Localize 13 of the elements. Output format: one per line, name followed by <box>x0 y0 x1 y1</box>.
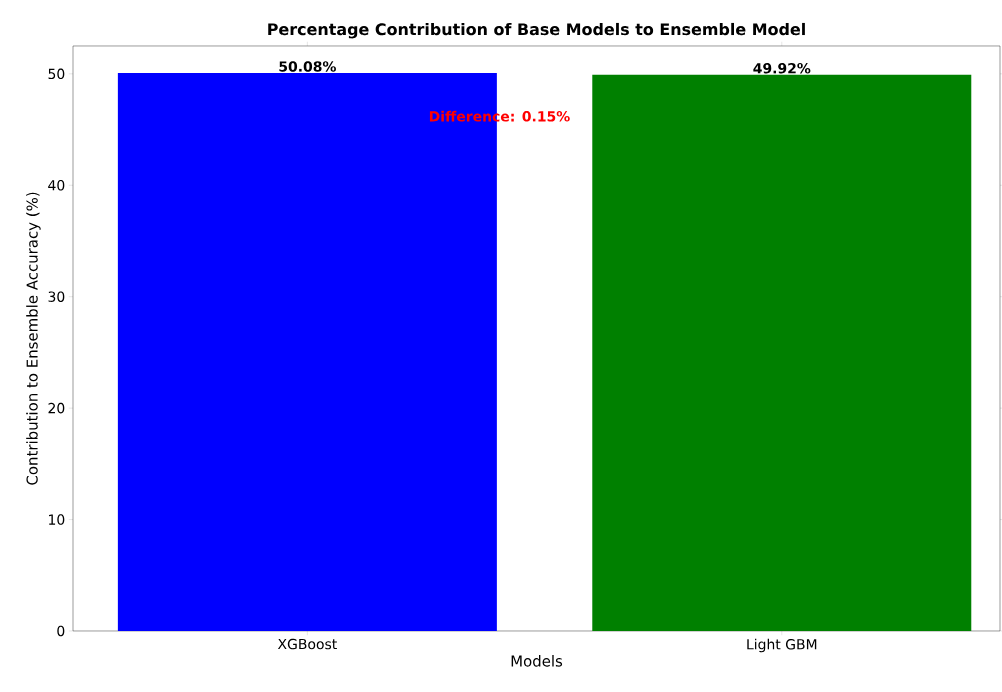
y-tick-label: 30 <box>48 291 65 302</box>
chart-title: Percentage Contribution of Base Models to Ensemble Model <box>268 22 805 39</box>
data-label: 50.08% <box>279 61 336 72</box>
y-tick-label: 50 <box>48 68 65 80</box>
x-tick-label: XGBoost <box>277 638 337 650</box>
y-tick-label: 10 <box>49 514 65 525</box>
data-label: 49.92% <box>753 62 811 74</box>
x-axis-title: Models <box>511 655 563 667</box>
y-tick-label: 40 <box>48 179 65 191</box>
y-axis-title: Contribution to Ensemble Accuracy (%) <box>26 192 41 485</box>
x-tick-label: Light GBM <box>747 638 817 653</box>
y-tick-label: 0 <box>57 625 65 637</box>
y-tick-label: 20 <box>48 402 65 414</box>
